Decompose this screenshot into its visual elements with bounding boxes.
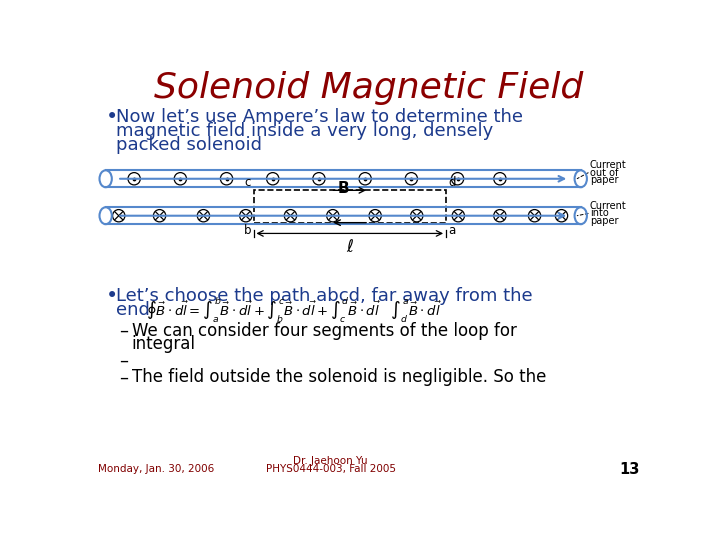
- Text: The field outside the solenoid is negligible. So the: The field outside the solenoid is neglig…: [132, 368, 546, 387]
- Text: Current: Current: [590, 201, 626, 211]
- Text: Let’s choose the path abcd, far away from the: Let’s choose the path abcd, far away fro…: [117, 287, 533, 305]
- Text: •: •: [106, 107, 118, 127]
- Text: Solenoid Magnetic Field: Solenoid Magnetic Field: [154, 71, 584, 105]
- Bar: [253, 190, 446, 222]
- Text: packed solenoid: packed solenoid: [117, 136, 262, 154]
- Text: c: c: [245, 176, 251, 189]
- Text: end: end: [117, 301, 150, 319]
- Text: a: a: [449, 224, 456, 237]
- Text: $\oint \vec{B}\cdot d\vec{l} = \int_a^b \vec{B}\cdot d\vec{l} + \int_b^c \vec{B}: $\oint \vec{B}\cdot d\vec{l} = \int_a^b …: [145, 295, 441, 324]
- Text: –: –: [119, 322, 127, 340]
- Text: –: –: [119, 368, 127, 387]
- Text: –: –: [119, 352, 127, 369]
- Text: •: •: [106, 286, 118, 306]
- Text: PHYS0444-003, Fall 2005: PHYS0444-003, Fall 2005: [266, 464, 395, 474]
- Text: Dr. Jaehoon Yu: Dr. Jaehoon Yu: [293, 456, 368, 467]
- Text: paper: paper: [590, 176, 618, 185]
- Text: Monday, Jan. 30, 2006: Monday, Jan. 30, 2006: [98, 464, 215, 474]
- Text: out of: out of: [590, 167, 618, 178]
- Text: into: into: [590, 208, 608, 218]
- Text: paper: paper: [590, 216, 618, 226]
- Text: d: d: [449, 176, 456, 189]
- Text: magnetic field inside a very long, densely: magnetic field inside a very long, dense…: [117, 122, 494, 140]
- Text: $\mathbf{B}$: $\mathbf{B}$: [336, 180, 349, 196]
- Text: integral: integral: [132, 335, 196, 353]
- Text: We can consider four segments of the loop for: We can consider four segments of the loo…: [132, 322, 517, 340]
- Text: Now let’s use Ampere’s law to determine the: Now let’s use Ampere’s law to determine …: [117, 108, 523, 126]
- Text: 13: 13: [620, 462, 640, 477]
- Text: b: b: [243, 224, 251, 237]
- Text: $\ell$: $\ell$: [346, 238, 354, 256]
- Text: Current: Current: [590, 160, 626, 170]
